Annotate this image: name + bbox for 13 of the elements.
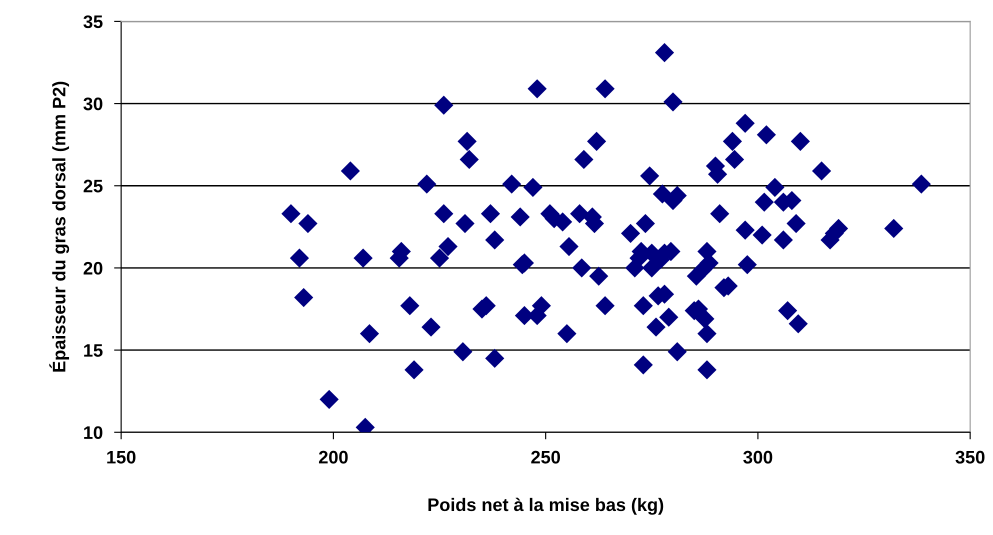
x-tick-label: 200 <box>318 450 348 464</box>
y-tick-label: 20 <box>84 262 102 275</box>
x-axis-title: Poids net à la mise bas (kg) <box>428 498 664 515</box>
y-tick-label: 25 <box>84 180 103 192</box>
x-tick-label: 350 <box>956 450 984 464</box>
y-tick-label: 15 <box>84 344 103 357</box>
y-tick-label: 10 <box>84 426 102 439</box>
x-tick-label: 150 <box>107 450 136 464</box>
y-tick-label: 35 <box>83 15 103 28</box>
y-tick-label: 30 <box>83 98 102 110</box>
y-axis-title: Épaisseur du gras dorsal (mm P2) <box>49 82 70 372</box>
x-tick-label: 300 <box>743 450 772 464</box>
x-tick-label: 250 <box>531 450 560 464</box>
